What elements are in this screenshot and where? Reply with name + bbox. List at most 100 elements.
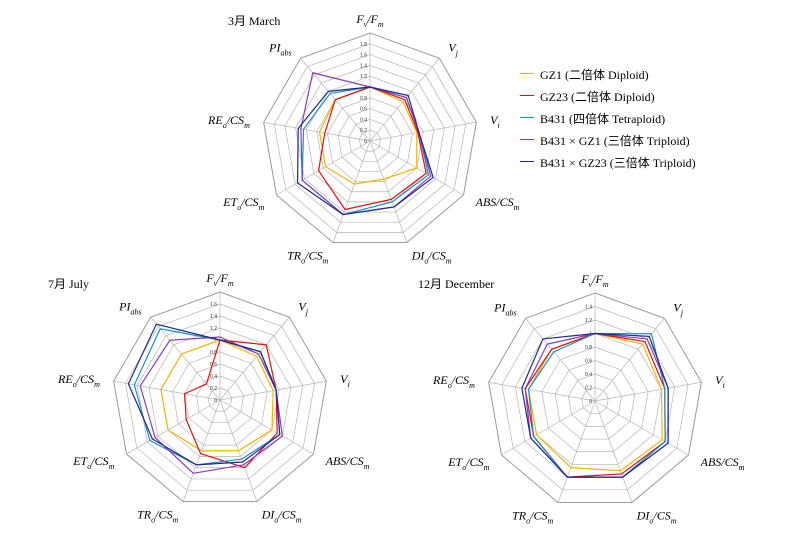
legend-swatch-gz23	[520, 95, 534, 96]
tick-label: 1.6	[360, 53, 367, 59]
grid-spoke	[276, 140, 371, 196]
grid-ring	[263, 32, 477, 243]
tick-label: 1.2	[585, 318, 592, 324]
legend-swatch-b431	[520, 117, 534, 118]
legend-swatch-gz1	[520, 73, 534, 74]
axis-label-abs-csm: ABS/CSm	[700, 455, 745, 472]
grid-spoke	[488, 381, 596, 402]
tick-label: 1.2	[210, 326, 217, 332]
axis-label-eto-csm: ETo/CSm	[222, 195, 264, 212]
series-line-5	[521, 332, 669, 478]
legend-item-gz1: GZ1 (二倍体 Diploid)	[520, 66, 780, 82]
axis-label-reo-csm: REo/CSm	[57, 372, 100, 389]
tick-label: 0.4	[360, 117, 367, 123]
axis-label-reo-csm: REo/CSm	[207, 113, 250, 130]
series-line-1	[160, 339, 274, 452]
radar-chart-1: 3月 March00.20.40.60.811.21.41.61.8Fv/FmV…	[207, 12, 520, 266]
grid-spoke	[369, 121, 477, 142]
legend-item-b431-gz23: B431 × GZ23 (三倍体 Triploid)	[520, 154, 780, 170]
grid-spoke	[557, 400, 596, 503]
axis-label-vi: Vi	[490, 113, 500, 130]
tick-label: 1.4	[210, 314, 217, 320]
tick-label: 0.2	[585, 386, 592, 392]
grid-ring	[136, 315, 304, 480]
tick-label: 0.6	[360, 107, 367, 113]
grid-ring	[554, 360, 636, 440]
series-line-4	[139, 336, 283, 474]
grid-ring	[541, 346, 649, 453]
tick-label: 0	[214, 398, 217, 404]
chart-title: 7月 July	[48, 277, 89, 291]
grid-ring	[488, 292, 702, 503]
tick-label: 1.2	[360, 74, 367, 80]
grid-ring	[172, 351, 268, 446]
grid-spoke	[501, 400, 596, 456]
series-line-1	[318, 86, 418, 185]
axis-label-vj: Vj	[448, 41, 458, 58]
grid-ring	[207, 387, 233, 412]
axis-label-tro-csm: TRo/CSm	[512, 509, 553, 526]
tick-label: 0	[589, 399, 592, 405]
tick-label: 1.6	[210, 302, 217, 308]
grid-spoke	[126, 399, 221, 455]
axis-label-tro-csm: TRo/CSm	[137, 508, 178, 525]
grid-spoke	[369, 140, 408, 243]
axis-label-vj: Vj	[673, 301, 683, 318]
tick-label: 0	[364, 139, 367, 145]
tick-label: 0.6	[585, 359, 592, 365]
series-line-2	[183, 339, 278, 469]
tick-label: 0.2	[210, 386, 217, 392]
series-line-2	[317, 86, 427, 211]
series-line-5	[296, 86, 434, 216]
legend-swatch-b431-gz23	[520, 161, 534, 162]
axis-label-dio-csm: DIo/CSm	[411, 249, 452, 266]
tick-label: 0.8	[585, 345, 592, 351]
axis-label-fv-fm: Fv/Fm	[355, 12, 384, 29]
grid-spoke	[525, 318, 596, 402]
grid-ring	[113, 291, 327, 502]
grid-spoke	[150, 317, 221, 401]
grid-spoke	[594, 318, 665, 402]
series-line-3	[133, 328, 281, 466]
grid-spoke	[219, 399, 314, 455]
axis-label-pi-abs: PIabs	[493, 301, 516, 318]
grid-spoke	[263, 121, 371, 142]
radar-chart-3: 12月 December00.20.40.60.811.21.4Fv/FmVjV…	[418, 272, 745, 526]
grid-spoke	[219, 317, 290, 401]
legend-label-b431-gz1: B431 × GZ1 (三倍体 Triploid)	[540, 134, 690, 148]
chart-title: 3月 March	[228, 14, 280, 28]
legend-label-b431: B431 (四倍体 Tetraploid)	[540, 112, 666, 126]
tick-label: 1.4	[360, 63, 367, 69]
tick-label: 0.6	[210, 362, 217, 368]
legend-item-b431: B431 (四倍体 Tetraploid)	[520, 110, 780, 126]
grid-ring	[568, 373, 622, 427]
axis-label-fv-fm: Fv/Fm	[205, 271, 234, 288]
grid-ring	[295, 65, 445, 213]
grid-ring	[195, 375, 245, 423]
grid-ring	[273, 43, 467, 233]
axis-label-eto-csm: ETo/CSm	[72, 454, 114, 471]
grid-ring	[581, 387, 609, 415]
tick-label: 0.2	[360, 128, 367, 134]
tick-label: 0.4	[585, 372, 592, 378]
grid-spoke	[594, 381, 702, 402]
grid-spoke	[594, 400, 633, 503]
axis-label-tro-csm: TRo/CSm	[287, 249, 328, 266]
axis-label-reo-csm: REo/CSm	[432, 373, 475, 390]
series-line-1	[527, 332, 663, 472]
legend-label-gz1: GZ1 (二倍体 Diploid)	[540, 68, 649, 82]
grid-ring	[348, 119, 392, 162]
grid-spoke	[594, 400, 689, 456]
series-line-2	[524, 332, 666, 478]
chart-title: 12月 December	[418, 277, 494, 291]
axis-label-vi: Vi	[715, 373, 725, 390]
tick-label: 0.8	[210, 350, 217, 356]
grid-ring	[337, 108, 403, 172]
axis-label-abs-csm: ABS/CSm	[325, 454, 370, 471]
radar-chart-2: 7月 July00.20.40.60.811.21.41.6Fv/FmVjViA…	[48, 271, 370, 525]
grid-ring	[148, 327, 292, 469]
legend-item-b431-gz1: B431 × GZ1 (三倍体 Triploid)	[520, 132, 780, 148]
grid-ring	[358, 129, 382, 152]
axis-label-vi: Vi	[340, 372, 350, 389]
